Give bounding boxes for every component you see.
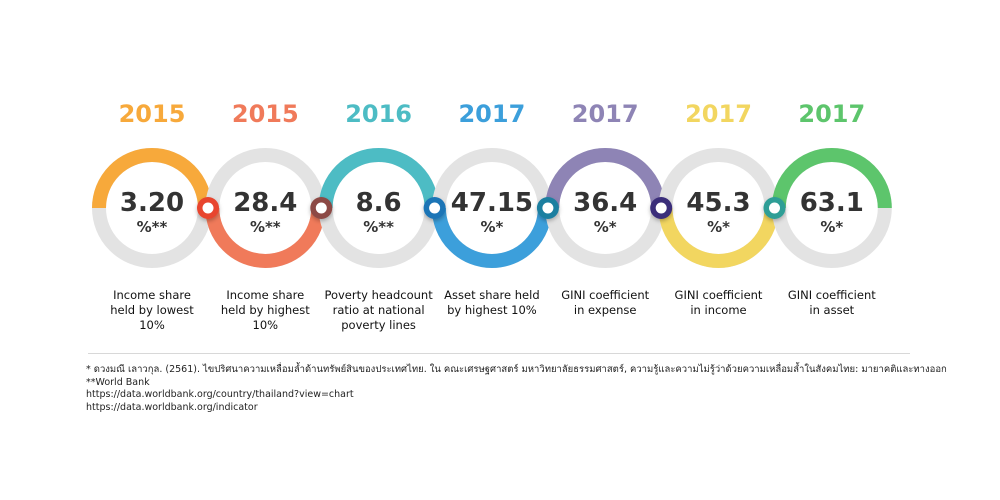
footnote-divider [88,353,910,354]
ring-arc [205,207,326,268]
ring-arc [771,148,892,209]
stat-description-line: Income share [113,288,191,302]
stat-description: Income share held by lowest 10% [87,288,217,333]
footnote-world-bank: **World Bank [86,376,150,388]
stat-description-line: ratio at national [332,303,425,317]
stat-description-line: Poverty headcount [324,288,433,302]
ring-arc [92,148,212,209]
stat-value: 28.4 [233,188,298,218]
stat-unit: %** [363,218,394,236]
ring-arc [545,148,666,209]
connector-dot [650,197,673,219]
ring-arc [431,207,552,268]
stat-description-line: by highest 10% [447,303,537,317]
year-label: 2016 [345,100,412,128]
year-label: 2017 [685,100,752,128]
ring-arc [658,207,779,268]
stat-description-line: GINI coefficient [561,288,650,302]
stat-description-line: 10% [139,318,165,332]
footnote-source-thai: * ดวงมณี เลาวกุล. (2561). ไขปริศนาความเห… [86,364,947,375]
stat-description-line: Income share [226,288,305,302]
stat-description: GINI coefficient in income [654,288,784,318]
stat-description-line: held by highest [220,303,310,317]
stat-description: Poverty headcount ratio at national povert… [314,288,444,333]
stat-unit: %* [820,218,844,236]
connector-dot [763,197,786,219]
footnotes: * ดวงมณี เลาวกุล. (2561). ไขปริศนาความเห… [86,364,947,414]
stat-description-line: poverty lines [341,318,416,332]
connector-dot [423,197,446,219]
stat-description-line: in income [690,303,747,317]
stat-description: Income share held by highest 10% [200,288,330,333]
stat-description-line: in asset [809,303,855,317]
stat-value: 47.15 [450,188,534,218]
year-label: 2017 [458,100,526,128]
stat-value: 3.20 [119,188,185,218]
stat-description: Asset share held by highest 10% [427,288,557,318]
year-label: 2015 [118,100,186,128]
stat-unit: %* [480,218,504,236]
stat-value: 8.6 [355,188,402,218]
year-label: 2015 [231,100,299,128]
connector-dot [536,197,559,219]
footnote-link-indicator[interactable]: https://data.worldbank.org/indicator [86,401,258,413]
ring-arc [318,148,439,209]
connector-dot [310,197,333,219]
stat-value: 63.1 [799,188,864,218]
stat-description-line: held by lowest [110,303,194,317]
stat-unit: %* [593,218,617,236]
connector-dot [197,197,219,219]
year-label: 2017 [571,100,639,128]
stat-value: 45.3 [686,188,751,218]
stat-unit: %** [249,218,281,236]
stat-value: 36.4 [573,188,638,218]
stat-unit: %** [136,218,168,236]
stat-description-line: 10% [252,318,279,332]
stat-description-line: GINI coefficient [787,288,876,302]
stat-description-line: Asset share held [444,288,540,302]
stat-description-line: GINI coefficient [674,288,763,302]
stat-unit: %* [707,218,730,236]
stat-description: GINI coefficient in asset [767,288,897,318]
footnote-link-country[interactable]: https://data.worldbank.org/country/thail… [86,389,354,400]
year-label: 2017 [798,100,866,128]
stat-description: GINI coefficient in expense [540,288,670,318]
stat-description-line: in expense [573,303,637,317]
